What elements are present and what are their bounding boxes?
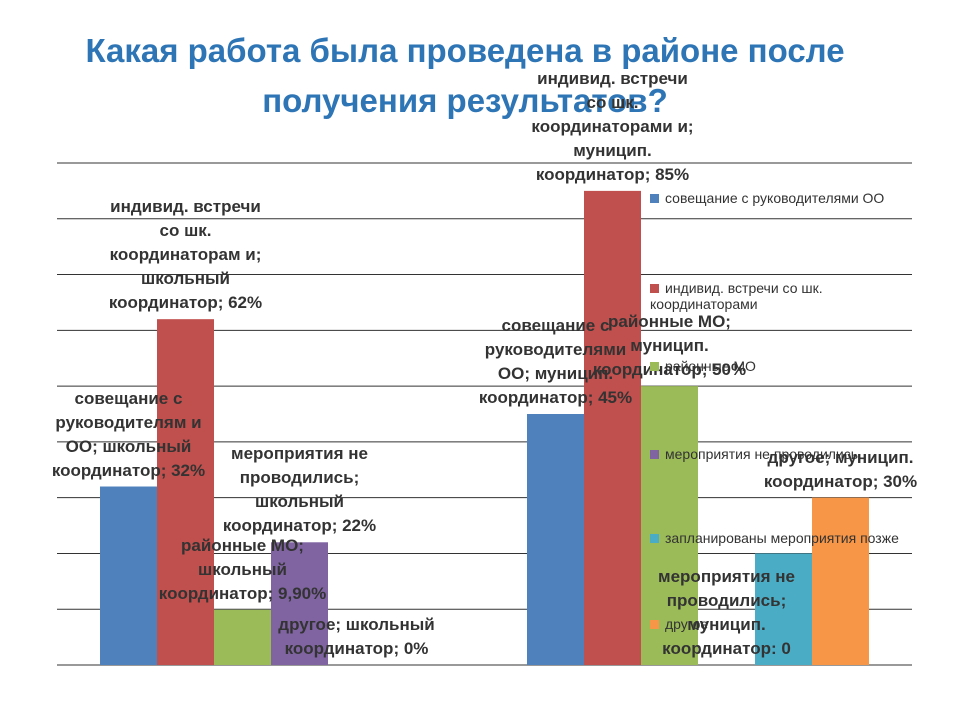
chart-title: Какая работа была проведена в районе пос…	[85, 32, 845, 119]
data-label: совещание с руководителями ОО; муницип. …	[478, 316, 633, 407]
legend-entry: совещание с руководителями ОО	[650, 190, 900, 206]
data-label: мероприятия не проводились; школьный коо…	[222, 444, 377, 536]
legend-label: запланированы мероприятия позже	[665, 530, 899, 546]
data-label: районные МО; муницип. координатор; 50%	[592, 312, 747, 380]
legend-entry: другое	[650, 616, 900, 632]
legend-label: совещание с руководителями ОО	[665, 190, 885, 206]
legend-label: другое	[665, 616, 709, 632]
legend-key	[650, 362, 659, 371]
data-label: индивид. встречи со шк. координаторам и;…	[108, 197, 263, 313]
bar	[271, 542, 328, 665]
data-label: индивид. встречи со шк. координаторами и…	[531, 68, 694, 184]
legend-entry: мероприятия не проводились	[650, 446, 900, 462]
legend-label: индивид. встречи со шк. координаторами	[650, 280, 823, 312]
bar	[755, 553, 812, 665]
bar	[157, 319, 214, 665]
data-label: другое; муницип. координатор; 30%	[763, 447, 918, 491]
data-label: другое; школьный координатор; 0%	[278, 615, 435, 658]
legend-entry: запланированы мероприятия позже	[650, 530, 900, 546]
legend-key	[650, 284, 659, 293]
data-label: совещание с руководителям и ОО; школьный…	[51, 388, 206, 480]
legend-label: мероприятия не проводились	[665, 446, 859, 462]
bar	[214, 609, 271, 665]
data-label: районные МО; школьный координатор; 9,90%	[158, 535, 327, 603]
legend-entry: индивид. встречи со шк. координаторами	[650, 280, 900, 312]
bar	[584, 190, 641, 665]
data-label: мероприятия не проводились; муницип. коо…	[658, 567, 795, 658]
bar	[100, 486, 157, 665]
bar	[641, 386, 698, 665]
legend-key	[650, 450, 659, 459]
bar	[527, 414, 584, 665]
legend-key	[650, 194, 659, 203]
legend-key	[650, 534, 659, 543]
legend-label: районные МО	[665, 358, 756, 374]
bar	[812, 497, 869, 665]
legend-entry: районные МО	[650, 358, 900, 374]
legend-key	[650, 620, 659, 629]
